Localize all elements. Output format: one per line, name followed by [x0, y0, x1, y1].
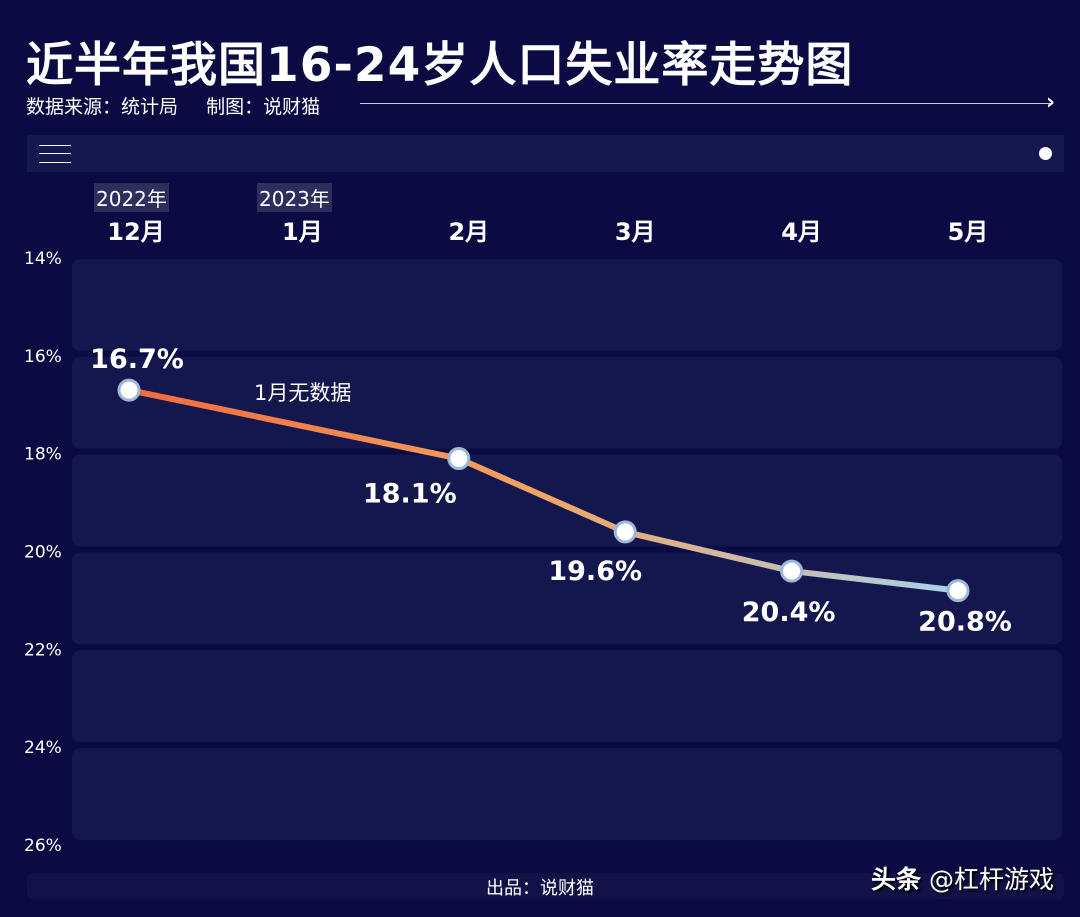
- toolbar: [27, 135, 1064, 172]
- data-point-core: [786, 566, 797, 577]
- author-label: 制图：说财猫: [206, 96, 321, 118]
- watermark-brand: 头条: [871, 865, 922, 894]
- chevron-right-icon: ›: [1046, 90, 1056, 115]
- y-tick-label: 22%: [24, 640, 62, 660]
- y-tick-label: 26%: [24, 836, 62, 856]
- data-point-core: [453, 453, 464, 464]
- x-tick-label: 2月: [448, 218, 489, 246]
- chart-title: 近半年我国16-24岁人口失业率走势图: [26, 38, 854, 93]
- menu-icon[interactable]: [39, 145, 71, 163]
- y-tick-label: 16%: [24, 347, 62, 367]
- grid-band: [72, 356, 1062, 449]
- year-label-2023: 2023年: [257, 183, 332, 212]
- year-label-2022: 2022年: [94, 183, 169, 212]
- x-tick-label: 3月: [615, 218, 656, 246]
- subtitle: 数据来源：统计局 制图：说财猫: [26, 92, 342, 119]
- source-label: 数据来源：统计局: [26, 96, 179, 118]
- watermark: 头条 @杠杆游戏: [871, 860, 1054, 896]
- x-tick-label: 4月: [781, 218, 822, 246]
- y-tick-label: 20%: [24, 543, 62, 563]
- data-label: 20.8%: [918, 607, 1012, 638]
- x-tick-label: 5月: [948, 218, 989, 246]
- footer-bar: [27, 873, 1064, 899]
- divider: [360, 103, 1050, 104]
- grid-band: [72, 650, 1062, 743]
- data-label: 19.6%: [548, 556, 642, 587]
- grid-band: [72, 454, 1062, 547]
- grid-band: [72, 259, 1062, 351]
- footer-credit: 出品：说财猫: [486, 878, 594, 899]
- y-tick-label: 24%: [24, 738, 62, 758]
- data-point-core: [620, 526, 631, 537]
- dot-indicator: [1039, 147, 1052, 160]
- y-tick-label: 14%: [24, 249, 62, 269]
- y-tick-label: 18%: [24, 445, 62, 465]
- data-label: 16.7%: [90, 344, 184, 375]
- data-label: 18.1%: [363, 479, 457, 510]
- watermark-handle: @杠杆游戏: [928, 865, 1054, 894]
- x-tick-label: 1月: [282, 218, 323, 246]
- grid-band: [72, 748, 1062, 840]
- x-tick-label: 12月: [107, 218, 164, 246]
- data-point-core: [953, 585, 963, 596]
- data-point-core: [124, 385, 134, 396]
- annotation-no-data: 1月无数据: [254, 381, 351, 405]
- data-label: 20.4%: [742, 597, 836, 628]
